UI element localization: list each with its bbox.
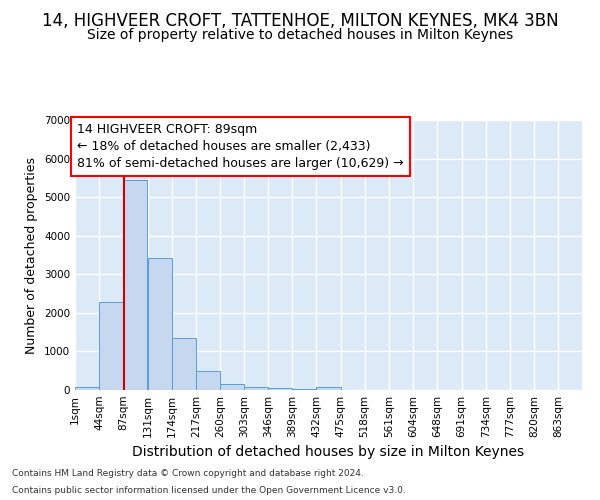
Text: Contains public sector information licensed under the Open Government Licence v3: Contains public sector information licen…	[12, 486, 406, 495]
Bar	[148, 258, 172, 390]
Text: 14 HIGHVEER CROFT: 89sqm
← 18% of detached houses are smaller (2,433)
81% of sem: 14 HIGHVEER CROFT: 89sqm ← 18% of detach…	[77, 123, 404, 170]
Bar	[244, 387, 268, 390]
Bar	[99, 302, 123, 390]
Text: 14, HIGHVEER CROFT, TATTENHOE, MILTON KEYNES, MK4 3BN: 14, HIGHVEER CROFT, TATTENHOE, MILTON KE…	[41, 12, 559, 30]
Bar	[172, 338, 196, 390]
Bar	[292, 389, 316, 390]
Bar	[75, 387, 99, 390]
Bar	[123, 180, 147, 390]
Text: Size of property relative to detached houses in Milton Keynes: Size of property relative to detached ho…	[87, 28, 513, 42]
Bar	[268, 388, 292, 390]
Text: Contains HM Land Registry data © Crown copyright and database right 2024.: Contains HM Land Registry data © Crown c…	[12, 468, 364, 477]
Bar	[196, 372, 220, 390]
Y-axis label: Number of detached properties: Number of detached properties	[25, 156, 38, 354]
X-axis label: Distribution of detached houses by size in Milton Keynes: Distribution of detached houses by size …	[133, 446, 524, 460]
Bar	[316, 387, 341, 390]
Bar	[220, 384, 244, 390]
